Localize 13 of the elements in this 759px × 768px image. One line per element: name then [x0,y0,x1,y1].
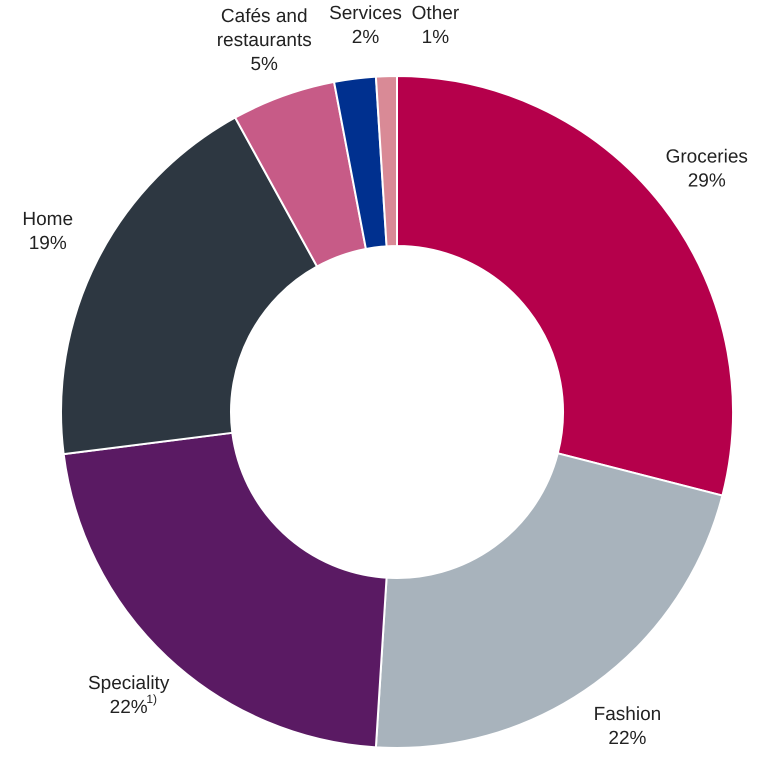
slice-label: Other [412,3,460,24]
slice-label: Speciality [88,672,170,694]
slice-label: Fashion [594,704,662,726]
data-label: 29% [688,170,726,192]
data-label: 2% [352,27,380,48]
slice-label: Services [329,3,402,24]
data-label: 5% [250,54,278,76]
slice-label: Groceries [666,146,748,168]
slice-label: Cafés and restaurants [216,6,312,52]
slice-label: Home [22,209,74,230]
data-label: 1% [422,27,450,48]
data-label: 19% [28,233,67,254]
data-label: 22% [608,728,647,750]
